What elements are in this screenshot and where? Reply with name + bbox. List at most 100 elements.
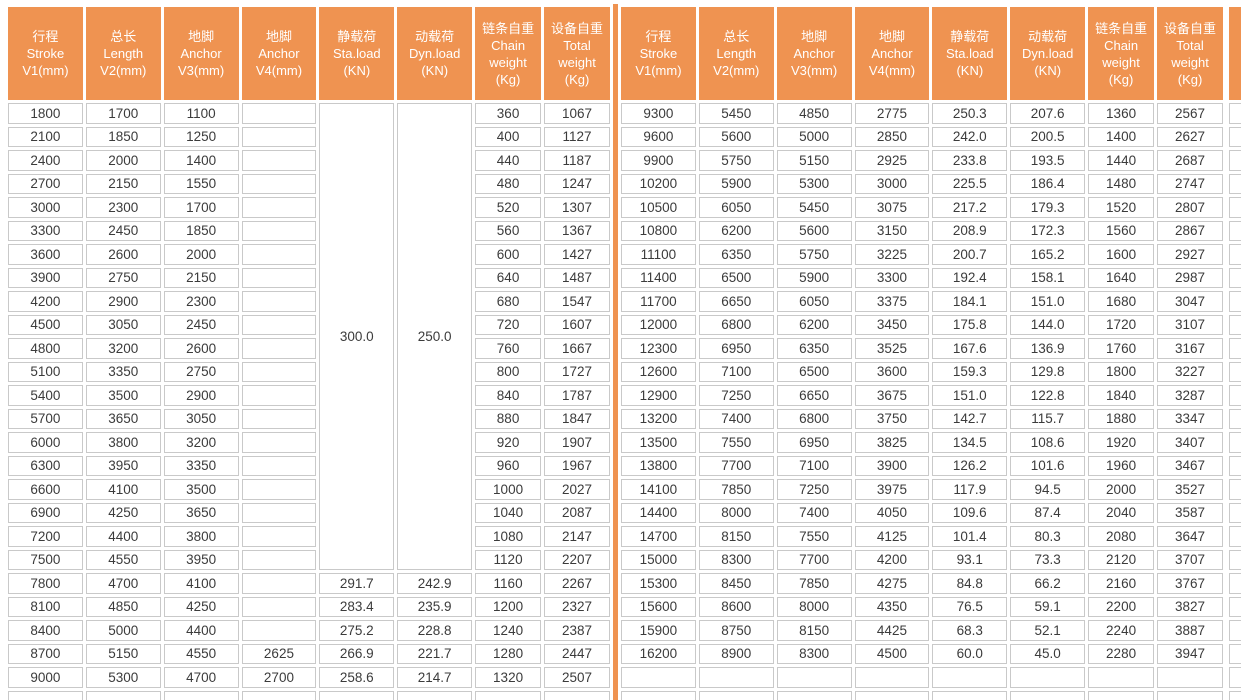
cell-empty xyxy=(1010,690,1086,700)
cell-sta-load: 93.1 xyxy=(932,549,1008,570)
cell-chain-weight: 800 xyxy=(475,361,542,382)
cell-empty xyxy=(319,690,395,700)
cell-anchor-v4: 3525 xyxy=(854,338,930,359)
column-header-line: 地脚 xyxy=(801,29,828,44)
column-header-line: (KN) xyxy=(1034,63,1062,78)
column-header-line: 静载荷 xyxy=(950,29,990,44)
cell-anchor-v4 xyxy=(241,244,317,265)
cell-anchor-v4 xyxy=(241,526,317,547)
table-row: 7500 4550 3950 1120 2207 xyxy=(8,549,611,570)
table-row: 2100 1850 1250 400 1127 xyxy=(8,126,611,147)
cell-length: 2000 xyxy=(85,150,161,171)
cell-total-weight: 2387 xyxy=(544,620,611,641)
next-section-cell-edge xyxy=(1229,150,1241,171)
cell-stroke: 8100 xyxy=(8,596,83,617)
table-row-partial xyxy=(621,690,1224,700)
column-header-chain-weight: 链条自重 Chain weight (Kg) xyxy=(1088,7,1155,100)
cell-total-weight: 1967 xyxy=(544,455,611,476)
cell-chain-weight: 880 xyxy=(475,408,542,429)
cell-dyn-load: 136.9 xyxy=(1010,338,1086,359)
cell-chain-weight xyxy=(1088,667,1155,688)
cell-stroke: 14100 xyxy=(621,479,696,500)
cell-stroke: 7500 xyxy=(8,549,83,570)
table-row: 8100 4850 4250 283.4 235.9 1200 2327 xyxy=(8,596,611,617)
cell-anchor-v4 xyxy=(241,126,317,147)
next-section-edge xyxy=(1229,4,1241,700)
next-section-cell-edge xyxy=(1229,526,1241,547)
cell-chain-weight: 1080 xyxy=(475,526,542,547)
cell-dyn-load xyxy=(1010,667,1086,688)
column-header-stroke: 行程 Stroke V1(mm) xyxy=(621,7,696,100)
column-header-line: Chain xyxy=(491,37,526,53)
column-header-line: Length xyxy=(103,46,144,61)
cell-chain-weight: 2200 xyxy=(1088,596,1155,617)
cell-chain-weight: 1800 xyxy=(1088,361,1155,382)
column-header-line: Anchor xyxy=(871,46,913,61)
table-row: 14400 8000 7400 4050 109.6 87.4 2040 3587 xyxy=(621,502,1224,523)
cell-anchor-v4: 3600 xyxy=(854,361,930,382)
table-header-row: 行程 Stroke V1(mm) 总长 Length V2(mm) 地脚 Anchor V3(m… xyxy=(8,7,611,100)
column-header-line: 设备自重 xyxy=(1164,20,1217,36)
cell-empty xyxy=(1157,690,1224,700)
cell-anchor-v4 xyxy=(241,291,317,312)
table-row: 1800 1700 1100 300.0 250.0 360 1067 xyxy=(8,103,611,570)
cell-anchor-v4: 3450 xyxy=(854,314,930,335)
cell-stroke: 3000 xyxy=(8,197,83,218)
cell-dyn-load: 108.6 xyxy=(1010,432,1086,453)
cell-anchor-v3: 5900 xyxy=(776,267,852,288)
cell-chain-weight: 760 xyxy=(475,338,542,359)
column-header-line: weight xyxy=(558,54,596,70)
cell-length: 1700 xyxy=(85,103,161,124)
column-header-line: Total xyxy=(563,37,591,53)
cell-chain-weight: 840 xyxy=(475,385,542,406)
table-row: 5400 3500 2900 840 1787 xyxy=(8,385,611,406)
cell-stroke: 2100 xyxy=(8,126,83,147)
cell-anchor-v4: 4275 xyxy=(854,573,930,594)
cell-empty xyxy=(241,690,317,700)
cell-anchor-v4: 3825 xyxy=(854,432,930,453)
cell-sta-load: 60.0 xyxy=(932,643,1008,664)
cell-anchor-v4 xyxy=(241,408,317,429)
cell-chain-weight: 1160 xyxy=(475,573,542,594)
cell-stroke: 16200 xyxy=(621,643,696,664)
cell-stroke: 9900 xyxy=(621,150,696,171)
table-row: 11700 6650 6050 3375 184.1 151.0 1680 3047 xyxy=(621,291,1224,312)
cell-total-weight: 3707 xyxy=(1157,549,1224,570)
cell-anchor-v3: 5150 xyxy=(776,150,852,171)
cell-dyn-load: 45.0 xyxy=(1010,643,1086,664)
cell-anchor-v4: 2925 xyxy=(854,150,930,171)
cell-sta-load: 250.3 xyxy=(932,103,1008,124)
cell-anchor-v4 xyxy=(241,620,317,641)
table-row: 15600 8600 8000 4350 76.5 59.1 2200 3827 xyxy=(621,596,1224,617)
cell-anchor-v3: 1550 xyxy=(163,173,239,194)
cell-anchor-v3: 7850 xyxy=(776,573,852,594)
column-header-line: 动载荷 xyxy=(415,29,455,44)
cell-sta-load xyxy=(932,667,1008,688)
cell-stroke: 8400 xyxy=(8,620,83,641)
cell-chain-weight: 1840 xyxy=(1088,385,1155,406)
column-header-line: Total xyxy=(1176,37,1204,53)
table-row: 13200 7400 6800 3750 142.7 115.7 1880 3347 xyxy=(621,408,1224,429)
spec-table-area: 行程 Stroke V1(mm) 总长 Length V2(mm) 地脚 Anchor V3(m… xyxy=(5,4,1241,700)
spec-table-right: 行程 Stroke V1(mm) 总长 Length V2(mm) 地脚 Anchor V3(m… xyxy=(618,4,1226,700)
cell-chain-weight: 480 xyxy=(475,173,542,194)
cell-anchor-v3: 7700 xyxy=(776,549,852,570)
cell-total-weight: 3827 xyxy=(1157,596,1224,617)
table-row: 15900 8750 8150 4425 68.3 52.1 2240 3887 xyxy=(621,620,1224,641)
column-header-line: Anchor xyxy=(793,46,835,61)
cell-length: 8450 xyxy=(698,573,774,594)
column-header-anchor-v4: 地脚 Anchor V4(mm) xyxy=(241,7,317,100)
column-header-line: weight xyxy=(1102,54,1140,70)
cell-anchor-v3: 7550 xyxy=(776,526,852,547)
cell-length: 8900 xyxy=(698,643,774,664)
table-row: 8700 5150 4550 2625 266.9 221.7 1280 2447 xyxy=(8,643,611,664)
cell-stroke: 2700 xyxy=(8,173,83,194)
cell-anchor-v4: 3300 xyxy=(854,267,930,288)
cell-empty xyxy=(397,690,473,700)
table-row: 3000 2300 1700 520 1307 xyxy=(8,197,611,218)
cell-empty xyxy=(475,690,542,700)
cell-dyn-load: 80.3 xyxy=(1010,526,1086,547)
cell-total-weight: 1247 xyxy=(544,173,611,194)
table-row: 5700 3650 3050 880 1847 xyxy=(8,408,611,429)
column-header-line: 地脚 xyxy=(188,29,215,44)
